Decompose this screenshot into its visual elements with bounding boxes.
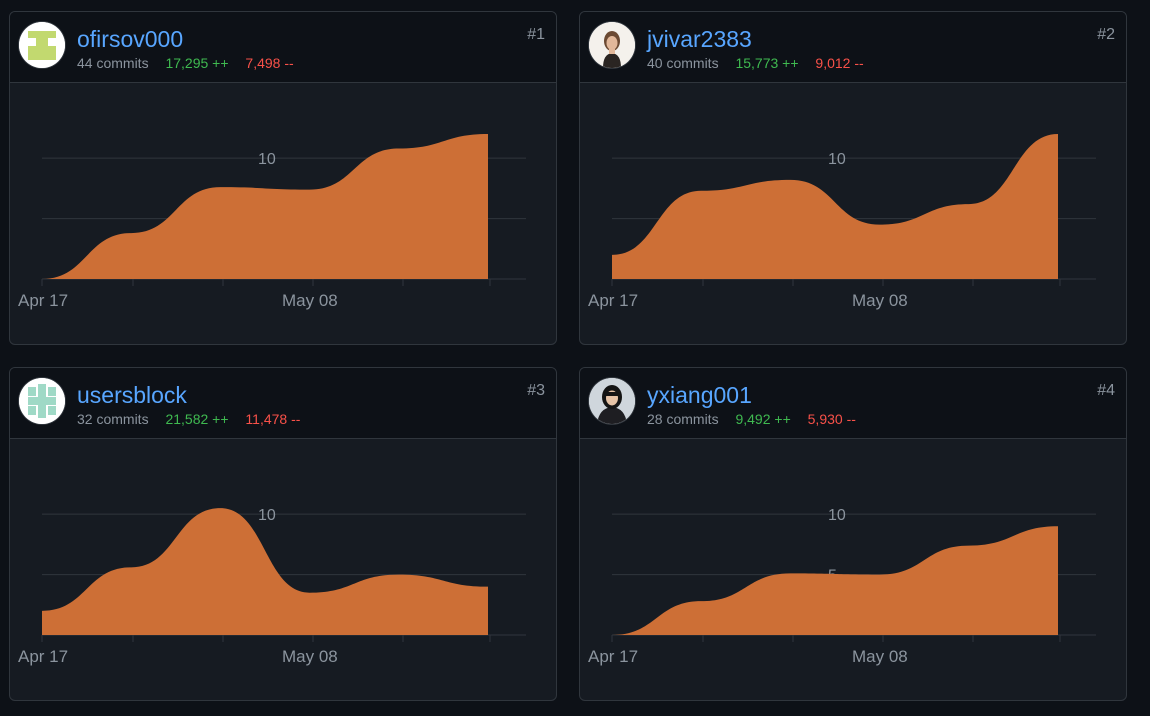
identicon-teal-icon <box>19 378 65 424</box>
x-tick-label: May 08 <box>852 647 908 666</box>
deletions-count: 5,930 -- <box>807 411 856 427</box>
contribution-area <box>42 508 488 635</box>
rank-label: #2 <box>1097 26 1115 43</box>
username-link[interactable]: jvivar2383 <box>647 26 752 52</box>
card-header: yxiang001 28 commits 9,492 ++ 5,930 -- #… <box>580 368 1126 439</box>
card-header: ofirsov000 44 commits 17,295 ++ 7,498 --… <box>10 12 556 83</box>
card-header: jvivar2383 40 commits 15,773 ++ 9,012 --… <box>580 12 1126 83</box>
contribution-stats: 44 commits 17,295 ++ 7,498 -- <box>77 55 294 71</box>
commit-count[interactable]: 28 commits <box>647 411 719 427</box>
contributor-card: usersblock 32 commits 21,582 ++ 11,478 -… <box>9 367 557 701</box>
commit-count[interactable]: 32 commits <box>77 411 149 427</box>
y-tick-label: 10 <box>828 507 846 524</box>
contribution-area <box>612 134 1058 279</box>
deletions-count: 11,478 -- <box>245 411 301 427</box>
contribution-stats: 28 commits 9,492 ++ 5,930 -- <box>647 411 856 427</box>
identicon-green-icon <box>19 22 65 68</box>
y-tick-label: 10 <box>258 507 276 524</box>
rank-label: #3 <box>527 382 545 399</box>
avatar[interactable] <box>589 22 635 68</box>
user-photo-icon <box>589 378 635 424</box>
contributor-card: ofirsov000 44 commits 17,295 ++ 7,498 --… <box>9 11 557 345</box>
x-tick-label: Apr 17 <box>18 647 68 666</box>
username-link[interactable]: ofirsov000 <box>77 26 184 52</box>
contribution-stats: 40 commits 15,773 ++ 9,012 -- <box>647 55 864 71</box>
additions-count: 21,582 ++ <box>165 411 229 427</box>
deletions-count: 7,498 -- <box>245 55 294 71</box>
y-tick-label: 10 <box>828 151 846 168</box>
rank-label: #4 <box>1097 382 1115 399</box>
x-tick-label: Apr 17 <box>18 291 68 310</box>
avatar[interactable] <box>589 378 635 424</box>
x-tick-label: Apr 17 <box>588 291 638 310</box>
additions-count: 9,492 ++ <box>735 411 791 427</box>
deletions-count: 9,012 -- <box>815 55 864 71</box>
x-tick-label: May 08 <box>282 647 338 666</box>
commit-count[interactable]: 44 commits <box>77 55 149 71</box>
contributor-card: jvivar2383 40 commits 15,773 ++ 9,012 --… <box>579 11 1127 345</box>
user-photo-icon <box>589 22 635 68</box>
x-tick-label: May 08 <box>282 291 338 310</box>
contribution-stats: 32 commits 21,582 ++ 11,478 -- <box>77 411 300 427</box>
username-link[interactable]: usersblock <box>77 382 187 408</box>
card-header: usersblock 32 commits 21,582 ++ 11,478 -… <box>10 368 556 439</box>
x-tick-label: May 08 <box>852 291 908 310</box>
y-tick-label: 10 <box>258 151 276 168</box>
contribution-chart: 10 Apr 17 May 08 <box>588 134 1096 310</box>
username-link[interactable]: yxiang001 <box>647 382 752 408</box>
contribution-area <box>42 134 488 279</box>
x-tick-label: Apr 17 <box>588 647 638 666</box>
contribution-area <box>612 526 1058 635</box>
avatar[interactable] <box>19 378 65 424</box>
additions-count: 15,773 ++ <box>735 55 799 71</box>
commit-count[interactable]: 40 commits <box>647 55 719 71</box>
contribution-chart: 10 Apr 17 May 08 <box>18 507 526 666</box>
contribution-chart: 10 Apr 17 May 08 <box>18 134 526 310</box>
rank-label: #1 <box>527 26 545 43</box>
avatar[interactable] <box>19 22 65 68</box>
additions-count: 17,295 ++ <box>165 55 229 71</box>
contributor-card: yxiang001 28 commits 9,492 ++ 5,930 -- #… <box>579 367 1127 701</box>
